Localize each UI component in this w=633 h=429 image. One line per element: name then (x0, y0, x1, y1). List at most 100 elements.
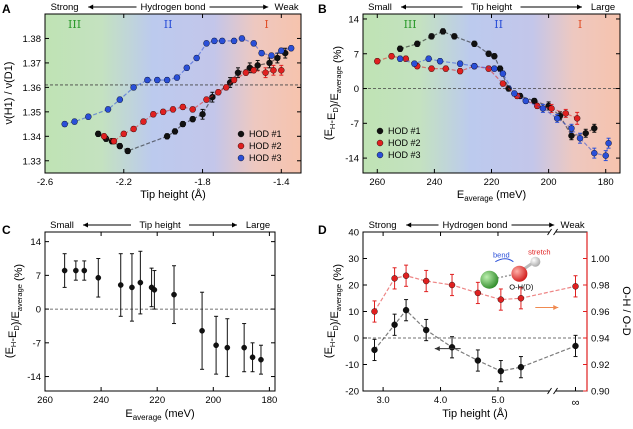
panel-A-xtick-label: -2.6 (37, 177, 53, 188)
xlabel-unit: (meV) (162, 408, 195, 420)
panel-A-series-2-point (219, 37, 226, 45)
panel-B-xtick-label: 180 (598, 177, 614, 188)
panel-A-series-2-point (85, 113, 92, 120)
panel-B-series-0-point (491, 53, 498, 60)
panel-D-left-axis-arrowhead (434, 346, 440, 352)
panel-A-series-2-point (278, 47, 285, 54)
panel-A-series-2-point (268, 52, 275, 59)
panel-A-region-label-III: III (68, 18, 81, 31)
panel-A-series-1-point (130, 125, 137, 133)
panel-A-series-1-point (159, 108, 167, 116)
panel-D-ylabel-right: O-H / O-D (620, 286, 632, 336)
ylabel-part: (%) (332, 46, 344, 66)
panel-D-ytick-label: 30 (348, 254, 359, 265)
ylabel-part: D (12, 325, 21, 331)
panel-A-ytick-label: 1.34 (23, 132, 42, 143)
panel-D-top-center: Hydrogen bond (443, 220, 508, 231)
panel-A-series-0-point (116, 142, 124, 150)
panel-B-series-2-point (576, 135, 584, 142)
panel-D-ytick-label: 40 (348, 228, 359, 239)
panel-D-xtick-label: 3.0 (376, 395, 389, 406)
panel-D-inset-atom-oxygen (511, 265, 528, 282)
panel-B-ytick-label: -7 (351, 119, 359, 130)
panel-A-legend-label: HOD #2 (249, 141, 282, 151)
panel-B-series-0-point (414, 40, 421, 48)
panel-C-label: C (2, 223, 11, 237)
panel-A-series-2-point (61, 120, 68, 128)
panel-A-series-2-point (193, 54, 200, 62)
panel-A-legend-marker (237, 154, 245, 162)
panel-A-series-0-point (163, 133, 171, 140)
panel-A-series-2-point (258, 49, 265, 57)
panel-A-series-1-point (169, 106, 177, 113)
panel-D-ytick-label-right: 0.96 (591, 307, 610, 318)
panel-B-series-0-point (428, 33, 435, 40)
panel-B-xtick-label: 220 (484, 177, 500, 188)
panel-B-series-1-point (562, 110, 569, 117)
panel-D-series-1-point (517, 295, 525, 302)
panel-D-series-0-point (448, 344, 456, 351)
panel-B-top-arrow-left-head (401, 4, 406, 10)
panel-B-region-label-I: I (578, 18, 582, 31)
panel-C-series-0-point (151, 287, 158, 293)
panel-C-xtick-label: 200 (205, 395, 221, 406)
panel-C-series-0-point (213, 342, 219, 349)
ylabel-part: -E (326, 113, 338, 124)
panel-D-inset-bend-arrow (495, 258, 514, 263)
panel-A-series-2-point (116, 96, 124, 103)
ylabel-part: H (328, 124, 337, 129)
panel-D-series-1-point (422, 277, 430, 285)
panel-A-legend-label: HOD #3 (249, 153, 282, 163)
panel-A-series-2-point (183, 64, 190, 72)
panel-A-xtick-label: -1.8 (194, 177, 210, 188)
panel-A-series-2-point (203, 40, 210, 47)
panel-B-series-0-point (396, 45, 404, 52)
panel-A-series-2-point (287, 45, 295, 52)
panel-A-ytick-label: 1.38 (23, 34, 42, 45)
panel-A-series-2-point (154, 76, 161, 84)
panel-C-xtick-label: 180 (261, 395, 277, 406)
panel-A-top-arrow-right-head (263, 4, 269, 10)
panel-A-legend-label: HOD #1 (249, 129, 282, 139)
panel-A-series-0-point (199, 111, 206, 118)
panel-B-series-1-point (533, 102, 541, 110)
panel-D-series-1-point (391, 275, 398, 282)
ylabel-part: average (15, 284, 24, 311)
panel-D-series-1-point (474, 289, 482, 297)
panel-D-xtick-label: 4.0 (434, 395, 447, 406)
panel-B-series-1-point (428, 65, 435, 72)
panel-A-region-label-II: II (164, 18, 173, 31)
panel-C-ytick-label: 0 (36, 305, 41, 316)
panel-D-ytick-label: 20 (348, 281, 359, 292)
panel-A-xlabel: Tip height (Å) (140, 188, 206, 201)
panel-D-series-0-point (371, 346, 378, 354)
panel-A-top-left: Strong (51, 2, 79, 13)
panel-D-ytick-label: -20 (345, 387, 359, 398)
panel-A-series-1-point (110, 137, 118, 145)
panel-C-top-left: Small (50, 220, 74, 231)
panel-B-xtick-label: 260 (369, 177, 385, 188)
panel-C-series-0-point (258, 356, 264, 363)
panel-C-series-0-point (61, 267, 68, 274)
panel-A-series-2-point (71, 118, 78, 125)
panel-D-series-0-point (422, 326, 430, 334)
panel-B-series-1-point (388, 53, 395, 60)
panel-A-series-1-point (242, 69, 250, 76)
panel-C-ytick-label: -7 (33, 338, 41, 349)
panel-D-ytick-label: 0 (354, 334, 359, 345)
panel-A-series-1-point (222, 84, 230, 91)
panel-D-series-0-point (517, 363, 525, 371)
panel-C-series-0-point (117, 282, 124, 288)
panel-A-series-2-point (163, 76, 171, 84)
panel-C-series-0-point (171, 291, 177, 298)
panel-B-xlabel: Eaverage (meV) (457, 189, 526, 203)
panel-A-series-1-point (140, 118, 147, 125)
panel-A-series-1-point (270, 67, 277, 74)
panel-D-ytick-label-right: 0.98 (591, 281, 610, 292)
ylabel-part: D (331, 325, 340, 331)
panel-B-xtick-label: 240 (426, 177, 442, 188)
panel-A-series-2-point (230, 37, 238, 45)
panel-D-axis-break-top (547, 228, 552, 236)
panel-B-series-2-point (511, 90, 518, 97)
panel-A-series-1-point (150, 111, 157, 118)
